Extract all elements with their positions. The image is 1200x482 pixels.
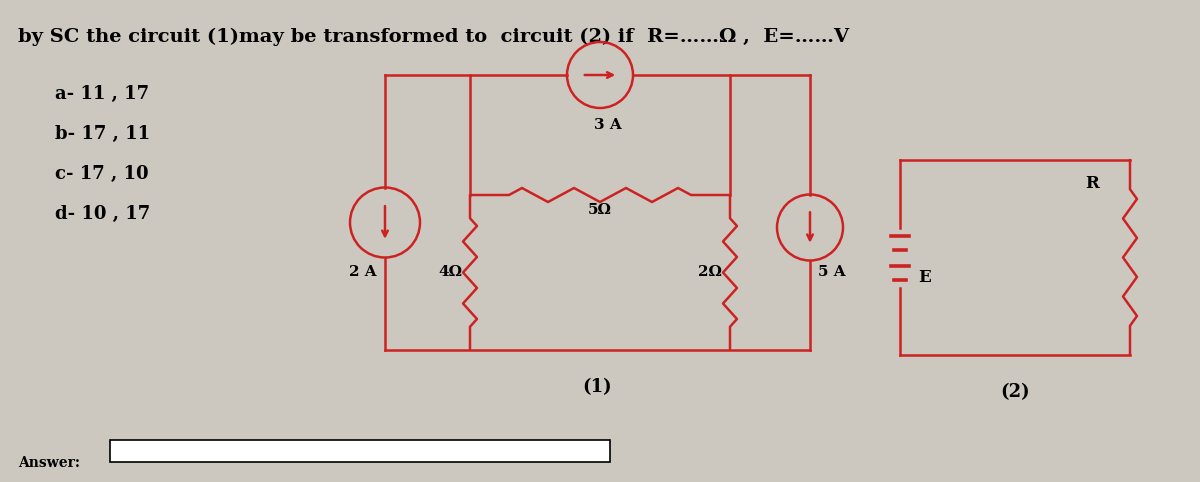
Text: E: E — [918, 269, 931, 286]
Bar — [110, 440, 610, 462]
Text: (1): (1) — [583, 378, 612, 396]
Text: b- 17 , 11: b- 17 , 11 — [55, 125, 150, 143]
Text: a- 11 , 17: a- 11 , 17 — [55, 85, 149, 103]
Text: 5 A: 5 A — [818, 266, 846, 280]
Text: d- 10 , 17: d- 10 , 17 — [55, 205, 150, 223]
Text: c- 17 , 10: c- 17 , 10 — [55, 165, 149, 183]
Text: by SC the circuit (1)may be transformed to  circuit (2) if  R=……Ω ,  E=……V: by SC the circuit (1)may be transformed … — [18, 28, 850, 46]
Text: 5Ω: 5Ω — [588, 203, 612, 217]
Text: 2Ω: 2Ω — [698, 266, 722, 280]
Text: Answer:: Answer: — [18, 456, 80, 470]
Text: R: R — [1085, 175, 1099, 192]
Text: 4Ω: 4Ω — [438, 266, 462, 280]
Text: (2): (2) — [1000, 383, 1030, 401]
Text: 2 A: 2 A — [349, 266, 377, 280]
Text: 3 A: 3 A — [594, 118, 622, 132]
